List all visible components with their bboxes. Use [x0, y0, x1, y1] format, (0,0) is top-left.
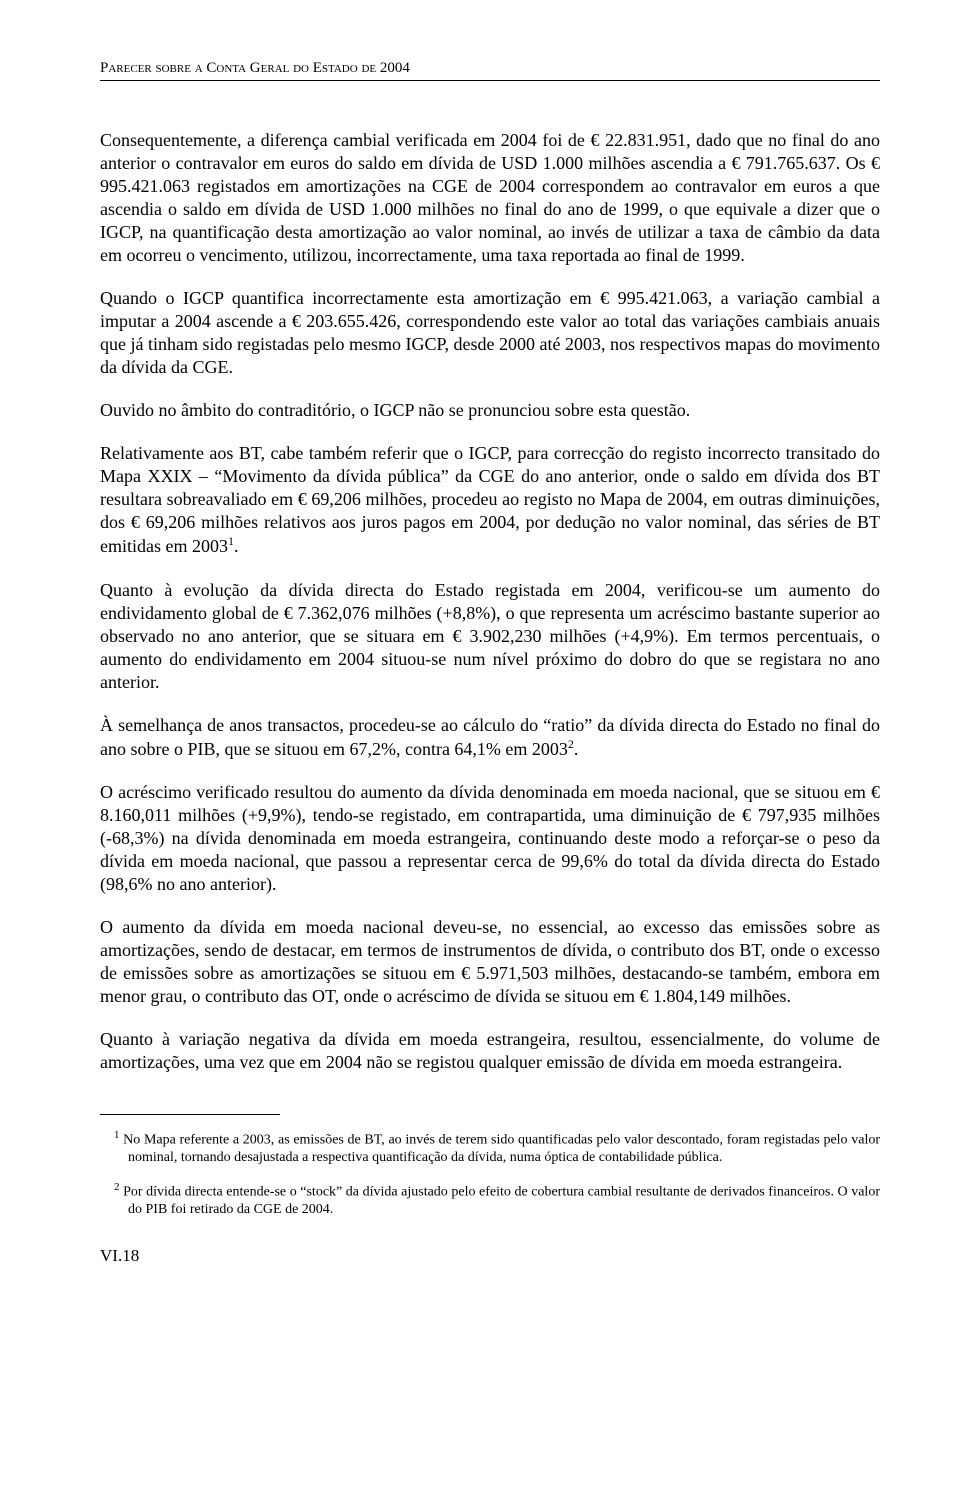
paragraph-5: Quanto à evolução da dívida directa do E… [100, 579, 880, 694]
footnote-2-text: Por dívida directa entende-se o “stock” … [120, 1184, 881, 1217]
paragraph-6: À semelhança de anos transactos, procede… [100, 714, 880, 761]
page-number: VI.18 [100, 1246, 880, 1266]
paragraph-4-end: . [234, 536, 239, 556]
paragraph-3: Ouvido no âmbito do contraditório, o IGC… [100, 399, 880, 422]
document-page: Parecer sobre a Conta Geral do Estado de… [0, 0, 960, 1316]
paragraph-6-text: À semelhança de anos transactos, procede… [100, 715, 880, 759]
paragraph-8: O aumento da dívida em moeda nacional de… [100, 916, 880, 1008]
paragraph-9: Quanto à variação negativa da dívida em … [100, 1028, 880, 1074]
footnote-1: 1 No Mapa referente a 2003, as emissões … [128, 1129, 880, 1167]
paragraph-1: Consequentemente, a diferença cambial ve… [100, 129, 880, 267]
paragraph-4: Relativamente aos BT, cabe também referi… [100, 442, 880, 558]
page-header: Parecer sobre a Conta Geral do Estado de… [100, 60, 880, 81]
paragraph-6-end: . [574, 739, 579, 759]
paragraph-4-text: Relativamente aos BT, cabe também referi… [100, 443, 880, 556]
footnote-2: 2 Por dívida directa entende-se o “stock… [128, 1181, 880, 1219]
paragraph-7: O acréscimo verificado resultou do aumen… [100, 781, 880, 896]
footnote-1-text: No Mapa referente a 2003, as emissões de… [120, 1133, 881, 1166]
paragraph-2: Quando o IGCP quantifica incorrectamente… [100, 287, 880, 379]
footnote-separator [100, 1114, 280, 1115]
